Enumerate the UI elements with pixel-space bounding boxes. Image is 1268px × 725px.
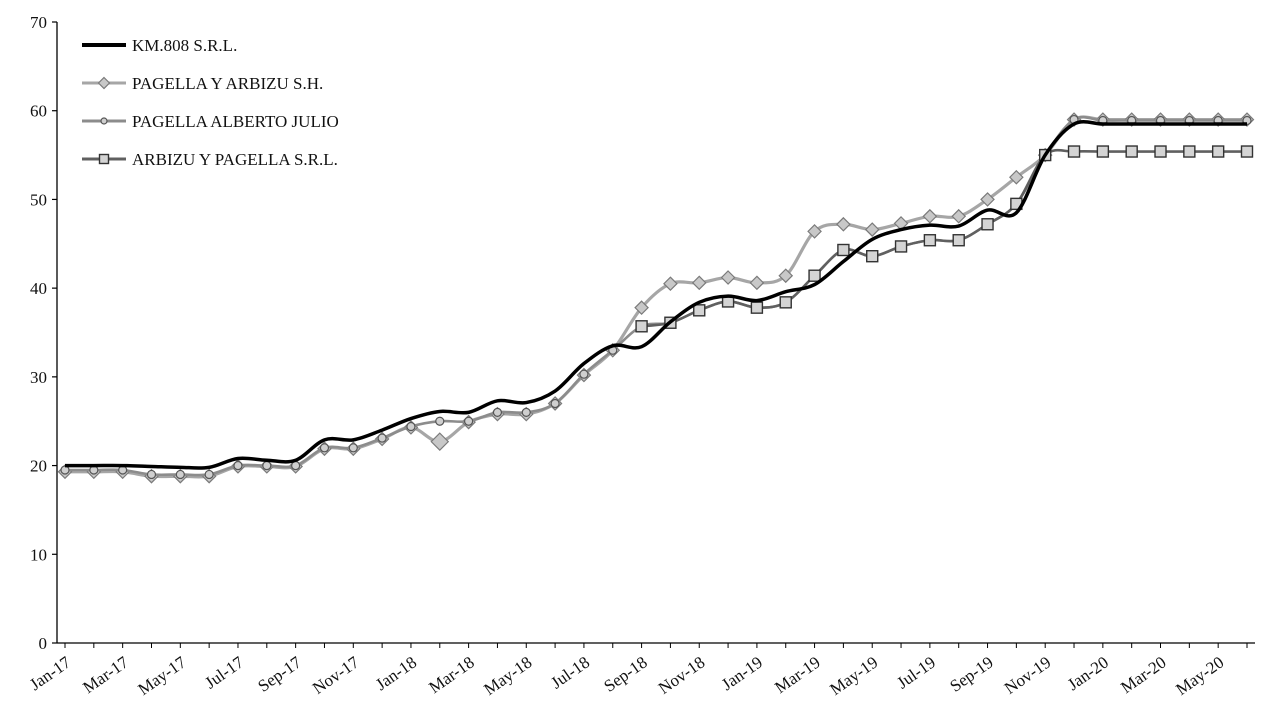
- y-tick-label: 60: [30, 102, 47, 121]
- series-line: [64, 119, 1247, 470]
- data-point: [1183, 145, 1196, 158]
- data-point: [521, 407, 531, 417]
- data-point: [430, 432, 450, 451]
- legend-label: PAGELLA ALBERTO JULIO: [132, 112, 339, 131]
- y-tick-label: 40: [30, 279, 47, 298]
- x-tick-label: Nov-19: [1001, 653, 1054, 698]
- x-tick-label: Jul-17: [201, 652, 247, 692]
- data-point: [922, 208, 938, 224]
- data-point: [807, 224, 822, 239]
- data-point: [749, 275, 765, 291]
- series-1: [64, 119, 1247, 470]
- x-tick-label: May-19: [826, 653, 881, 699]
- x-tick-label: Sep-19: [946, 653, 996, 696]
- data-point: [864, 222, 880, 237]
- data-point: [1009, 169, 1024, 185]
- y-tick-label: 10: [30, 545, 47, 564]
- data-point: [579, 369, 589, 379]
- y-tick-label: 20: [30, 457, 47, 476]
- x-tick-label: Sep-18: [600, 653, 650, 696]
- data-point: [492, 407, 503, 417]
- data-point: [951, 208, 967, 224]
- x-tick-label: Mar-20: [1117, 653, 1169, 698]
- data-point: [691, 275, 707, 291]
- data-point: [435, 416, 445, 426]
- data-point: [1067, 145, 1081, 158]
- data-point: [980, 192, 995, 207]
- x-tick-label: Jan-17: [26, 652, 74, 694]
- data-point: [1154, 145, 1167, 158]
- series-4: [635, 145, 1254, 333]
- data-point: [377, 433, 387, 443]
- data-point: [693, 304, 706, 317]
- data-point: [406, 421, 416, 432]
- legend-marker: [97, 76, 111, 90]
- legend-item: PAGELLA Y ARBIZU S.H.: [82, 74, 323, 93]
- data-point: [464, 416, 474, 426]
- data-point: [204, 469, 214, 480]
- x-tick-label: Mar-19: [771, 653, 823, 698]
- x-tick-label: May-17: [135, 652, 190, 699]
- x-tick-label: Jul-18: [547, 653, 593, 693]
- data-point: [550, 398, 560, 409]
- data-point: [1211, 145, 1225, 158]
- x-tick-label: May-18: [480, 653, 535, 699]
- x-tick-label: Nov-18: [655, 653, 708, 698]
- data-point: [634, 300, 649, 316]
- legend-label: KM.808 S.R.L.: [132, 36, 237, 55]
- data-point: [894, 240, 908, 253]
- legend-label: ARBIZU Y PAGELLA S.R.L.: [132, 150, 338, 169]
- data-point: [348, 443, 358, 453]
- series-3: [60, 114, 1252, 480]
- y-tick-label: 70: [30, 13, 47, 32]
- data-point: [1125, 145, 1138, 158]
- data-point: [720, 270, 736, 285]
- x-tick-label: Jul-19: [893, 653, 939, 693]
- legend-item: ARBIZU Y PAGELLA S.R.L.: [82, 150, 338, 169]
- data-point: [233, 460, 243, 471]
- data-point: [1240, 145, 1254, 158]
- y-tick-label: 50: [30, 190, 47, 209]
- x-tick-label: Mar-18: [425, 653, 477, 698]
- x-tick-label: Mar-17: [79, 652, 132, 697]
- data-point: [262, 460, 272, 471]
- data-point: [175, 469, 185, 480]
- legend-item: PAGELLA ALBERTO JULIO: [82, 112, 339, 131]
- legend-marker: [100, 117, 108, 125]
- data-point: [635, 320, 648, 333]
- x-tick-label: Sep-17: [254, 652, 305, 695]
- data-point: [952, 234, 965, 247]
- data-point: [981, 218, 994, 231]
- data-point: [319, 443, 330, 453]
- data-point: [779, 296, 792, 309]
- y-tick-label: 0: [39, 634, 48, 653]
- series-layer: [57, 112, 1255, 484]
- series-line: [65, 115, 1247, 479]
- data-point: [663, 276, 678, 292]
- data-point: [923, 234, 937, 247]
- data-point: [750, 301, 764, 314]
- x-tick-label: Jan-18: [372, 653, 420, 695]
- series-line: [65, 115, 1247, 477]
- data-point: [837, 243, 850, 257]
- data-point: [808, 269, 821, 282]
- data-point: [778, 268, 794, 284]
- x-tick-label: Jan-20: [1064, 653, 1112, 695]
- x-tick-label: Jan-19: [718, 653, 766, 695]
- series-line: [641, 148, 1247, 328]
- x-tick-label: May-20: [1172, 653, 1227, 699]
- data-point: [866, 250, 879, 263]
- legend-label: PAGELLA Y ARBIZU S.H.: [132, 74, 323, 93]
- y-tick-label: 30: [30, 368, 47, 387]
- legend-item: KM.808 S.R.L.: [82, 36, 237, 55]
- legend: KM.808 S.R.L. PAGELLA Y ARBIZU S.H. PAGELL…: [82, 36, 339, 169]
- legend-marker: [98, 153, 110, 165]
- data-point: [1096, 145, 1110, 158]
- x-tick-label: Nov-17: [309, 652, 363, 698]
- data-point: [836, 216, 851, 232]
- data-point: [146, 469, 157, 480]
